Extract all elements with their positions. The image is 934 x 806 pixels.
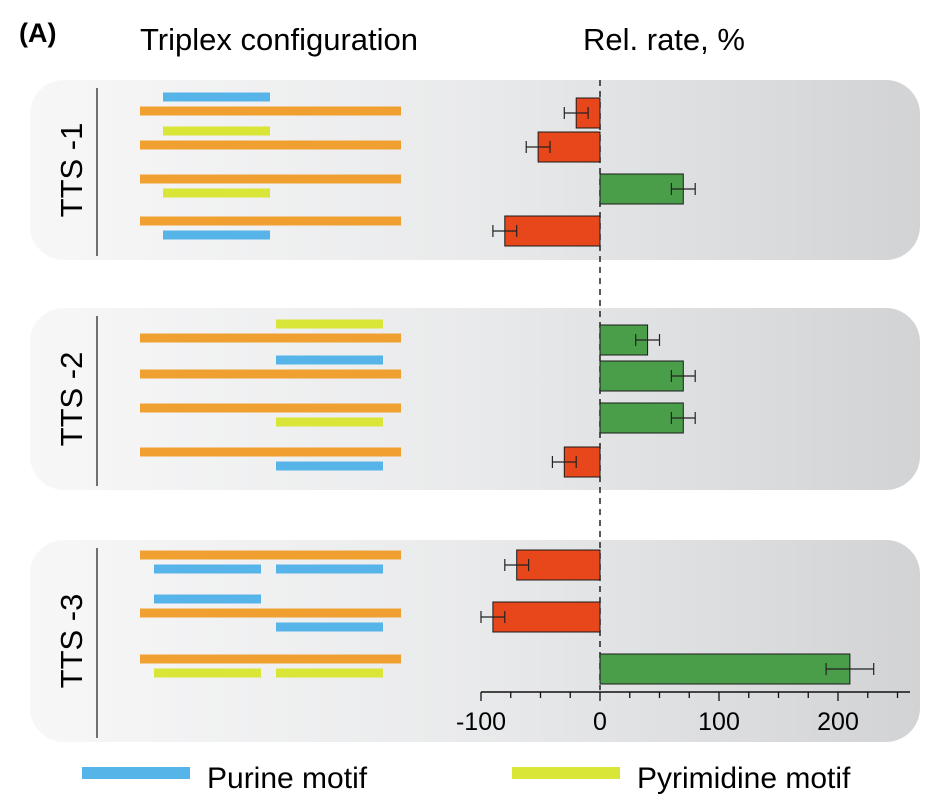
legend-label: Purine motif (207, 762, 368, 795)
duplex-strand (140, 447, 401, 457)
group-label: TTS -1 (54, 123, 89, 218)
rate-header: Rel. rate, % (583, 22, 745, 57)
x-tick-label: -100 (456, 708, 506, 736)
pyrimidine-motif-strand (154, 668, 261, 678)
x-tick-label: 100 (698, 708, 740, 736)
pyrimidine-motif-strand (276, 668, 383, 678)
panel-label: (A) (19, 18, 56, 48)
duplex-strand (140, 106, 401, 116)
bar-marks (480, 97, 875, 685)
configuration-header: Triplex configuration (140, 22, 418, 57)
x-tick-label: 200 (817, 708, 859, 736)
duplex-strand (140, 608, 401, 618)
purine-motif-strand (163, 92, 270, 102)
purine-motif-strand (276, 622, 383, 632)
duplex-strand (140, 140, 401, 150)
purine-motif-strand (276, 355, 383, 365)
legend: Purine motif Pyrimidine motif (82, 762, 851, 795)
bar (599, 402, 684, 434)
pyrimidine-motif-strand (276, 417, 383, 427)
group-panel-bg (30, 80, 920, 260)
bar (599, 360, 684, 392)
duplex-strand (140, 216, 401, 226)
purine-motif-strand (276, 564, 383, 574)
purine-motif-strand (154, 564, 261, 574)
group-label: TTS -2 (54, 352, 89, 447)
legend-label: Pyrimidine motif (637, 762, 851, 795)
bar (516, 549, 601, 581)
bar (504, 215, 601, 247)
purine-motif-strand (276, 461, 383, 471)
legend-swatch (512, 767, 620, 779)
purine-motif-strand (154, 594, 261, 604)
duplex-strand (140, 403, 401, 413)
group-panel-bg (30, 308, 920, 490)
duplex-strand (140, 369, 401, 379)
duplex-strand (140, 654, 401, 664)
legend-swatch (82, 767, 190, 779)
bar (599, 653, 851, 685)
x-axis: -100 0 100 200 (456, 691, 910, 736)
bar (599, 173, 684, 205)
pyrimidine-motif-strand (163, 188, 270, 198)
bar (492, 601, 601, 633)
group-label: TTS -3 (54, 594, 89, 689)
purine-motif-strand (163, 230, 270, 240)
duplex-strand (140, 550, 401, 560)
duplex-strand (140, 333, 401, 343)
pyrimidine-motif-strand (276, 319, 383, 329)
triplex-configurations (140, 92, 401, 678)
x-tick-label: 0 (593, 708, 607, 736)
pyrimidine-motif-strand (163, 126, 270, 136)
duplex-strand (140, 174, 401, 184)
